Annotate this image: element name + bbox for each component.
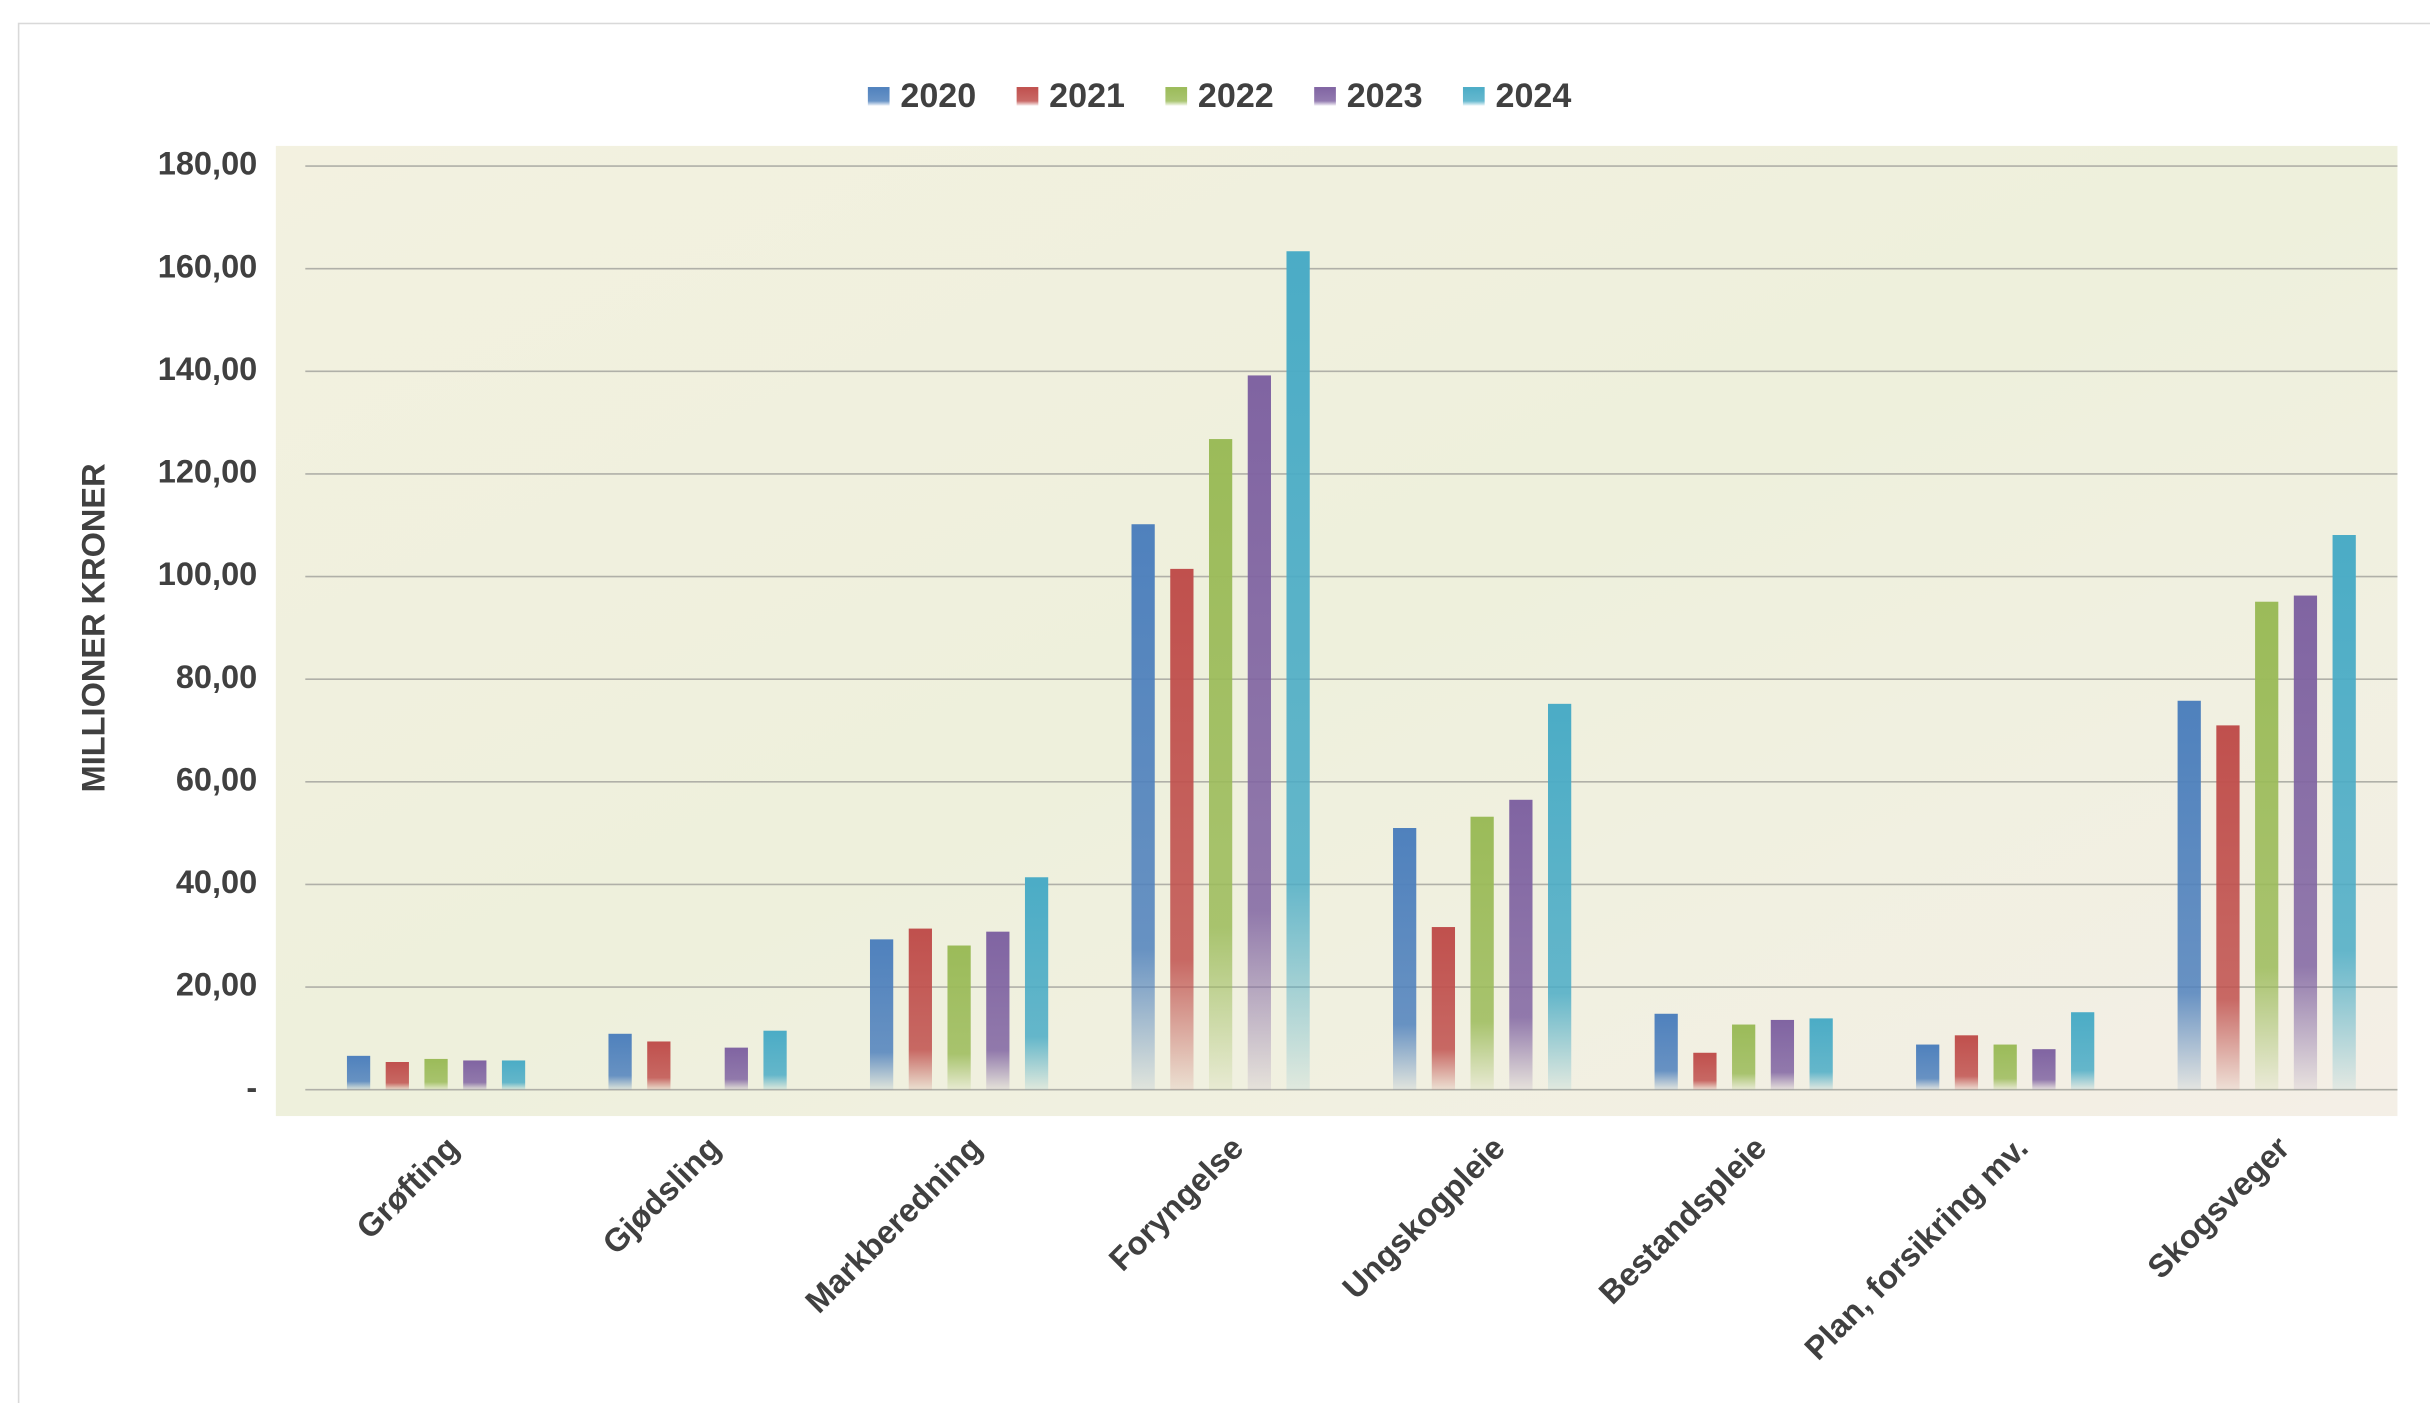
bar: [1509, 799, 1533, 1090]
bar: [424, 1058, 448, 1090]
bar: [2293, 595, 2318, 1090]
y-tick-label: -: [246, 1069, 257, 1105]
y-tick-label: 160,00: [158, 248, 258, 284]
legend-label: 2022: [1198, 77, 1274, 115]
y-tick-label: 60,00: [176, 761, 257, 797]
legend-marker: [1462, 87, 1485, 106]
bar: [1131, 524, 1155, 1090]
y-tick-label: 100,00: [158, 556, 258, 592]
bar: [1548, 703, 1572, 1090]
y-tick-label: 180,00: [158, 146, 258, 182]
y-tick-label: 140,00: [158, 351, 258, 387]
bar: [608, 1033, 632, 1090]
y-axis-title: MILLIONER KRONER: [76, 463, 112, 792]
bar: [1954, 1035, 1979, 1090]
bar: [1024, 877, 1049, 1090]
bar: [869, 939, 894, 1090]
bar: [2216, 725, 2240, 1090]
bar: [385, 1062, 409, 1090]
bar: [463, 1060, 487, 1090]
legend-marker: [1314, 87, 1336, 106]
bar: [1732, 1024, 1756, 1090]
bar: [2071, 1012, 2095, 1090]
bar: [1247, 375, 1271, 1090]
bar: [1170, 568, 1194, 1090]
bar: [2032, 1049, 2056, 1090]
bar: [1993, 1044, 2017, 1090]
bar: [1286, 251, 1310, 1090]
legend-label: 2024: [1496, 77, 1572, 115]
bar: [1770, 1019, 1795, 1090]
bar: [1431, 927, 1456, 1090]
y-tick-label: 40,00: [176, 864, 257, 900]
bar: [724, 1047, 748, 1090]
bar: [1393, 828, 1417, 1090]
bar: [1693, 1052, 1717, 1090]
background: [275, 145, 2398, 1117]
bar: [763, 1030, 787, 1090]
legend-marker: [1016, 87, 1039, 106]
bar: [647, 1041, 671, 1090]
bar: [1809, 1018, 1833, 1090]
bar: [947, 945, 971, 1090]
legend-label: 2021: [1049, 77, 1125, 115]
bar: [1916, 1044, 1940, 1090]
bar: [908, 928, 932, 1090]
bar: [2255, 601, 2279, 1090]
bar: [501, 1060, 526, 1090]
y-tick-label: 80,00: [176, 659, 257, 695]
bar: [346, 1055, 371, 1090]
legend-marker: [867, 87, 890, 106]
legend-label: 2020: [900, 77, 976, 115]
bar: [986, 931, 1010, 1090]
legend-label: 2023: [1347, 77, 1423, 115]
bar: [1470, 816, 1494, 1090]
bar: [1654, 1013, 1678, 1090]
y-tick-label: 120,00: [158, 454, 258, 490]
bar: [2177, 700, 2201, 1090]
bar: [1208, 439, 1233, 1090]
legend-marker: [1165, 87, 1188, 106]
bar: [2332, 535, 2356, 1090]
y-tick-label: 20,00: [176, 967, 257, 1003]
